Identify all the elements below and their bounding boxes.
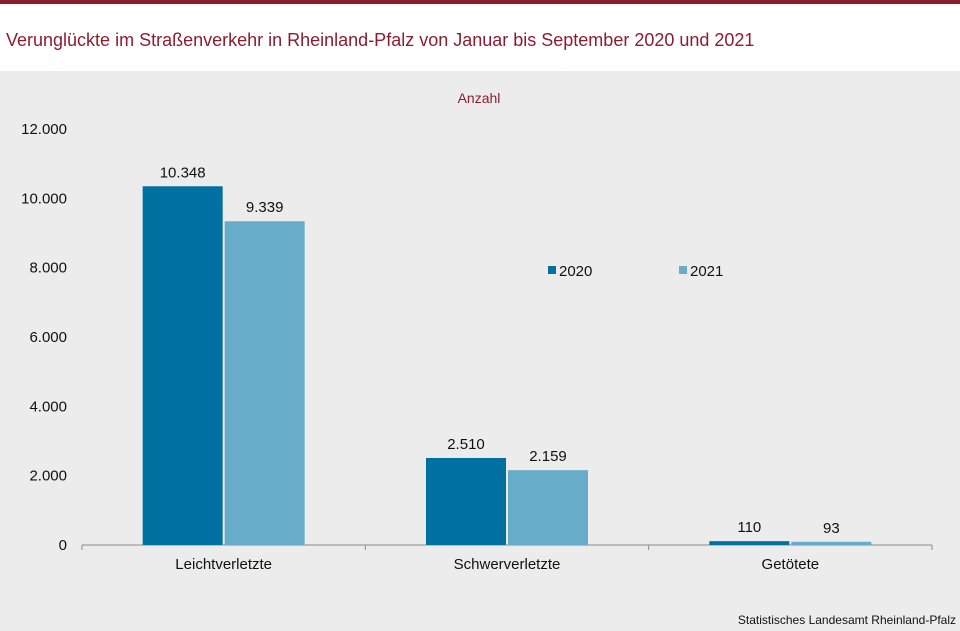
x-axis: Leichtverletzte Schwerverletzte Getötete [81,544,933,573]
x-tick-label: Schwerverletzte [454,556,561,573]
legend: 2020 2021 [548,263,723,280]
data-label: 2.159 [529,448,567,465]
y-tick-label: 0 [59,537,67,554]
unit-label: Anzahl [458,90,501,106]
data-label: 93 [823,520,840,537]
data-label: 110 [737,519,761,536]
bar-2020-schwerverletzte [426,457,506,545]
chart-title: Verunglückte im Straßenverkehr in Rheinl… [6,30,755,50]
legend-swatch-2021 [679,266,687,274]
bar-2021-leichtverletzte [224,221,305,546]
y-tick-label: 2.000 [29,468,67,485]
bar-2021-getötete [791,541,872,545]
legend-label: 2020 [559,263,592,280]
x-tick-label: Leichtverletzte [175,556,272,573]
data-label: 10.348 [160,164,206,181]
bar-2020-leichtverletzte [142,186,223,545]
chart-header: Verunglückte im Straßenverkehr in Rheinl… [0,4,960,71]
source-note: Statistisches Landesamt Rheinland-Pfalz [738,613,956,627]
top-accent-line [0,0,960,4]
y-axis: 0 2.000 4.000 6.000 8.000 10.000 12.000 [21,121,67,554]
y-tick-label: 4.000 [29,398,67,415]
x-tick-label: Getötete [762,556,820,573]
bars: 10.348 9.339 2.510 2.159 110 93 [142,164,872,546]
y-tick-label: 10.000 [21,190,67,207]
header-separator [0,71,960,83]
y-tick-label: 8.000 [29,260,67,277]
y-tick-label: 6.000 [29,329,67,346]
bar-2020-getötete [709,541,790,545]
legend-label: 2021 [690,263,723,280]
legend-swatch-2020 [548,266,556,274]
y-tick-label: 12.000 [21,121,67,138]
data-label: 9.339 [246,199,284,216]
data-label: 2.510 [447,436,485,453]
bar-2021-schwerverletzte [508,470,588,545]
